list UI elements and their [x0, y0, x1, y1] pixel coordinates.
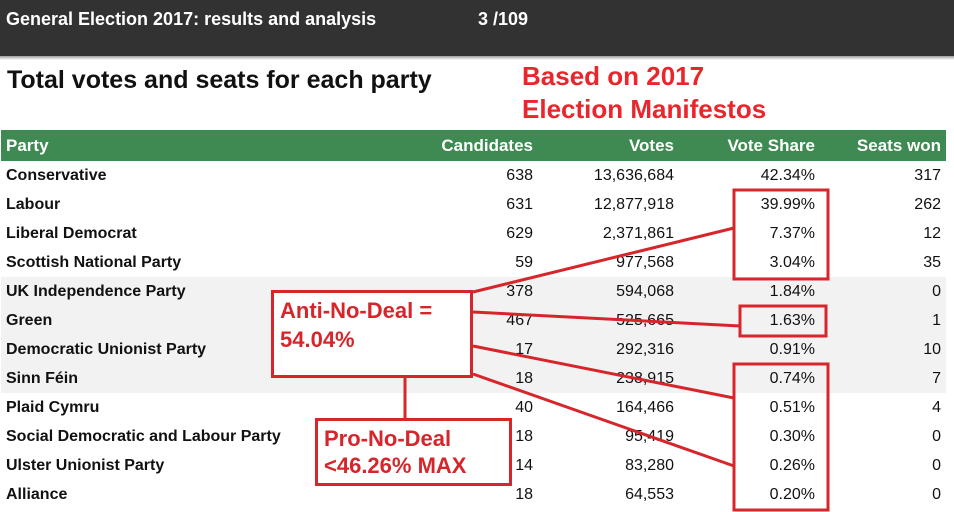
cell-seats-won: 262 [914, 195, 941, 213]
cell-seats-won: 1 [820, 306, 946, 335]
cell-votes: 164,466 [616, 398, 674, 416]
table-header-row: Party Candidates Votes Vote Share Seats … [1, 130, 946, 161]
cell-candidates: 629 [506, 224, 533, 242]
cell-vote-share: 0.26% [769, 456, 815, 474]
header-seats-won: Seats won [820, 130, 946, 161]
cell-candidates: 59 [515, 253, 533, 271]
table-row: Democratic Unionist Party 17 292,316 0.9… [1, 335, 946, 364]
cell-party: Sinn Féin [1, 364, 307, 393]
cell-candidates: 18 [515, 485, 533, 503]
cell-party: Democratic Unionist Party [1, 335, 307, 364]
toolbar-shadow [0, 56, 954, 60]
cell-party: Plaid Cymru [6, 398, 100, 416]
cell-votes: 83,280 [625, 456, 674, 474]
cell-votes: 64,553 [625, 485, 674, 503]
pro-no-deal-annotation: Pro-No-Deal <46.26% MAX [315, 418, 512, 486]
header-votes: Votes [538, 130, 679, 161]
cell-votes: 977,568 [616, 253, 674, 271]
cell-party: UK Independence Party [1, 277, 307, 306]
cell-vote-share: 1.84% [679, 277, 820, 306]
manifesto-note-line2: Election Manifestos [522, 94, 767, 124]
cell-vote-share: 0.74% [679, 364, 820, 393]
cell-votes: 238,915 [538, 364, 679, 393]
cell-seats-won: 0 [820, 277, 946, 306]
cell-vote-share: 0.51% [769, 398, 815, 416]
table-row: UK Independence Party 378 594,068 1.84% … [1, 277, 946, 306]
cell-vote-share: 1.63% [679, 306, 820, 335]
cell-vote-share: 42.34% [760, 166, 815, 184]
cell-votes: 525,665 [538, 306, 679, 335]
cell-seats-won: 317 [914, 166, 941, 184]
cell-candidates: 631 [506, 195, 533, 213]
table-row: Scottish National Party 59 977,568 3.04%… [1, 248, 946, 277]
cell-seats-won: 0 [932, 456, 941, 474]
cell-vote-share: 0.91% [679, 335, 820, 364]
table-row: Green 467 525,665 1.63% 1 [1, 306, 946, 335]
cell-vote-share: 3.04% [769, 253, 815, 271]
cell-party: Liberal Democrat [6, 224, 137, 242]
cell-seats-won: 0 [932, 485, 941, 503]
page-heading: Total votes and seats for each party [7, 66, 432, 94]
manifesto-note-line1: Based on 2017 [522, 61, 705, 91]
header-candidates: Candidates [307, 130, 538, 161]
header-party: Party [1, 130, 307, 161]
cell-votes: 12,877,918 [593, 195, 674, 213]
cell-party: Ulster Unionist Party [6, 456, 165, 474]
pro-no-deal-label: Pro-No-Deal [324, 426, 452, 451]
cell-votes: 292,316 [538, 335, 679, 364]
table-row: Liberal Democrat 629 2,371,861 7.37% 12 [1, 219, 946, 248]
cell-seats-won: 12 [923, 224, 941, 242]
pdf-viewer-toolbar: General Election 2017: results and analy… [0, 0, 954, 60]
cell-vote-share: 0.20% [769, 485, 815, 503]
document-title: General Election 2017: results and analy… [6, 9, 377, 29]
anti-no-deal-value: 54.04% [280, 327, 355, 352]
cell-party: Labour [6, 195, 61, 213]
cell-votes: 13,636,684 [593, 166, 674, 184]
cell-vote-share: 39.99% [760, 195, 815, 213]
cell-seats-won: 35 [923, 253, 941, 271]
header-vote-share: Vote Share [679, 130, 820, 161]
cell-seats-won: 0 [932, 427, 941, 445]
cell-party: Green [1, 306, 307, 335]
cell-vote-share: 0.30% [769, 427, 815, 445]
table-row: Sinn Féin 18 238,915 0.74% 7 [1, 364, 946, 393]
cell-seats-won: 7 [820, 364, 946, 393]
table-row: Conservative 638 13,636,684 42.34% 317 [1, 161, 946, 190]
anti-no-deal-annotation: Anti-No-Deal = 54.04% [271, 290, 473, 378]
cell-party: Alliance [6, 485, 68, 503]
manifesto-note: Based on 2017 Election Manifestos [522, 60, 766, 126]
cell-party: Scottish National Party [6, 253, 182, 271]
cell-votes: 2,371,861 [602, 224, 674, 242]
cell-votes: 594,068 [538, 277, 679, 306]
table-row: Labour 631 12,877,918 39.99% 262 [1, 190, 946, 219]
cell-candidates: 638 [506, 166, 533, 184]
pro-no-deal-value: <46.26% MAX [324, 453, 467, 478]
cell-vote-share: 7.37% [769, 224, 815, 242]
cell-party: Social Democratic and Labour Party [6, 427, 281, 445]
cell-votes: 95,419 [625, 427, 674, 445]
cell-party: Conservative [6, 166, 107, 184]
cell-seats-won: 10 [820, 335, 946, 364]
page-counter[interactable]: 3 /109 [478, 9, 529, 29]
anti-no-deal-label: Anti-No-Deal = [280, 298, 433, 323]
cell-seats-won: 4 [932, 398, 941, 416]
